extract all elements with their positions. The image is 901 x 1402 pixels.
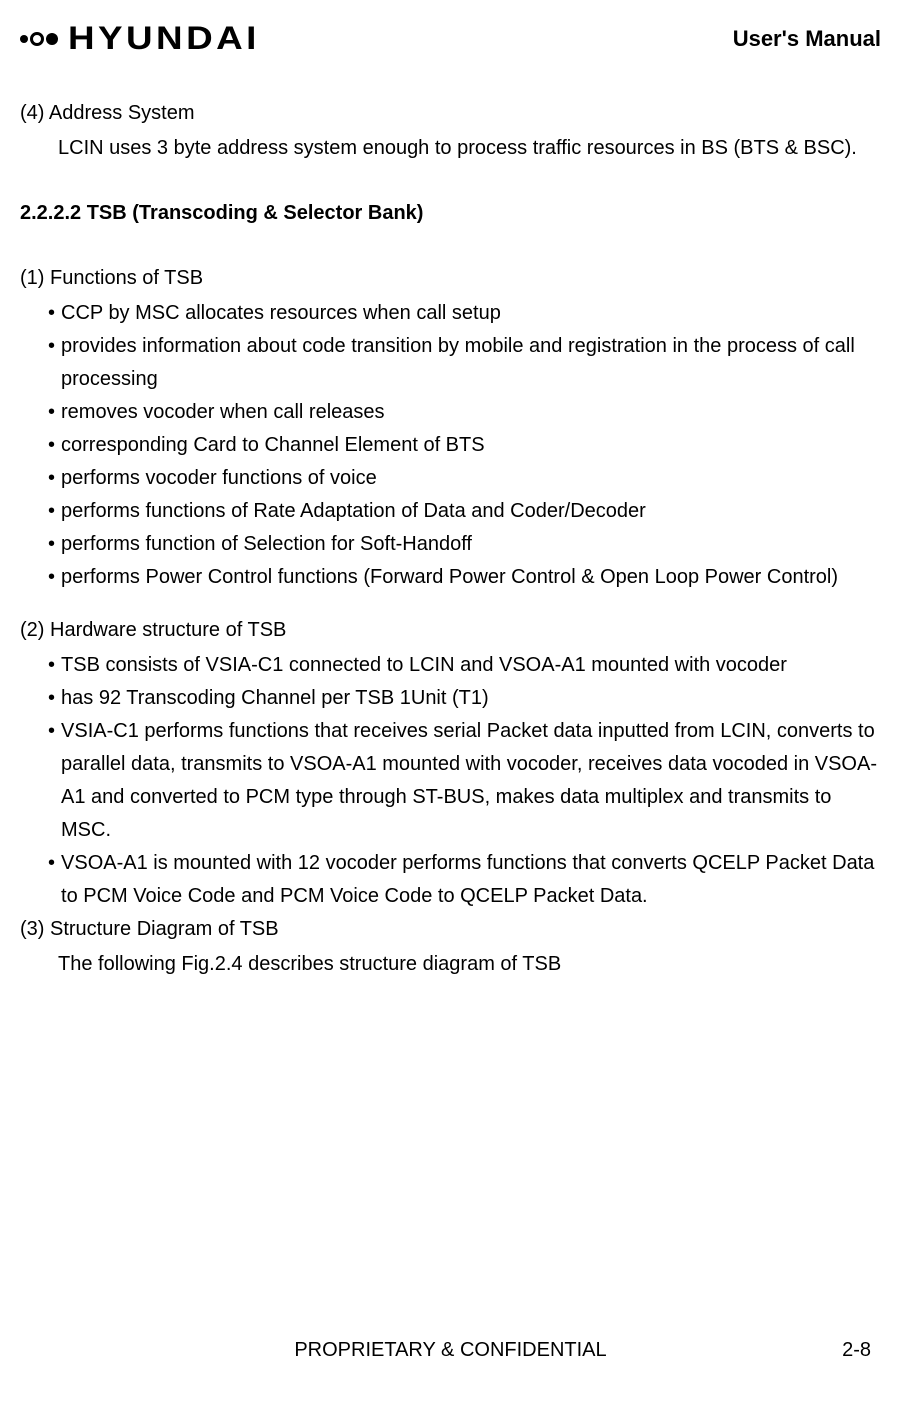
header-title: User's Manual xyxy=(733,26,881,52)
list-item: has 92 Transcoding Channel per TSB 1Unit… xyxy=(48,682,881,715)
bullet-text: provides information about code transiti… xyxy=(61,330,881,396)
bullet-icon xyxy=(48,396,55,429)
bullet-icon xyxy=(48,297,55,330)
section-3-title: (3) Structure Diagram of TSB xyxy=(20,913,881,946)
list-item: VSIA-C1 performs functions that receives… xyxy=(48,715,881,847)
section-2-title: (2) Hardware structure of TSB xyxy=(20,614,881,647)
bullet-icon xyxy=(48,847,55,913)
page-number: 2-8 xyxy=(842,1339,871,1362)
section-4-title: (4) Address System xyxy=(20,97,881,130)
section-3-body: The following Fig.2.4 describes structur… xyxy=(20,948,881,981)
bullet-icon xyxy=(48,462,55,495)
bullet-text: performs function of Selection for Soft-… xyxy=(61,528,881,561)
list-item: performs Power Control functions (Forwar… xyxy=(48,561,881,594)
bullet-text: removes vocoder when call releases xyxy=(61,396,881,429)
section-1-title: (1) Functions of TSB xyxy=(20,262,881,295)
footer-text: PROPRIETARY & CONFIDENTIAL xyxy=(0,1339,901,1362)
bullet-text: corresponding Card to Channel Element of… xyxy=(61,429,881,462)
list-item: CCP by MSC allocates resources when call… xyxy=(48,297,881,330)
bullet-text: TSB consists of VSIA-C1 connected to LCI… xyxy=(61,649,881,682)
bullet-icon xyxy=(48,429,55,462)
bullet-icon xyxy=(48,649,55,682)
bullet-icon xyxy=(48,495,55,528)
list-item: provides information about code transiti… xyxy=(48,330,881,396)
bullet-text: VSIA-C1 performs functions that receives… xyxy=(61,715,881,847)
page-content: (4) Address System LCIN uses 3 byte addr… xyxy=(20,97,881,981)
list-item: removes vocoder when call releases xyxy=(48,396,881,429)
hyundai-logo: HYUNDAI xyxy=(20,20,235,57)
bullet-icon xyxy=(48,682,55,715)
section-2-bullets: TSB consists of VSIA-C1 connected to LCI… xyxy=(20,649,881,913)
list-item: performs vocoder functions of voice xyxy=(48,462,881,495)
bullet-icon xyxy=(48,561,55,594)
bullet-text: performs functions of Rate Adaptation of… xyxy=(61,495,881,528)
bullet-text: CCP by MSC allocates resources when call… xyxy=(61,297,881,330)
list-item: VSOA-A1 is mounted with 12 vocoder perfo… xyxy=(48,847,881,913)
list-item: TSB consists of VSIA-C1 connected to LCI… xyxy=(48,649,881,682)
bullet-icon xyxy=(48,715,55,847)
bullet-text: performs Power Control functions (Forwar… xyxy=(61,561,881,594)
section-heading: 2.2.2.2 TSB (Transcoding & Selector Bank… xyxy=(20,197,881,230)
section-1-bullets: CCP by MSC allocates resources when call… xyxy=(20,297,881,594)
list-item: performs functions of Rate Adaptation of… xyxy=(48,495,881,528)
list-item: performs function of Selection for Soft-… xyxy=(48,528,881,561)
bullet-text: has 92 Transcoding Channel per TSB 1Unit… xyxy=(61,682,881,715)
bullet-icon xyxy=(48,528,55,561)
bullet-text: performs vocoder functions of voice xyxy=(61,462,881,495)
bullet-text: VSOA-A1 is mounted with 12 vocoder perfo… xyxy=(61,847,881,913)
bullet-icon xyxy=(48,330,55,396)
list-item: corresponding Card to Channel Element of… xyxy=(48,429,881,462)
section-4-body: LCIN uses 3 byte address system enough t… xyxy=(20,132,881,165)
logo-dots-icon xyxy=(20,32,58,46)
page-header: HYUNDAI User's Manual xyxy=(20,20,881,57)
logo-text: HYUNDAI xyxy=(68,20,260,57)
